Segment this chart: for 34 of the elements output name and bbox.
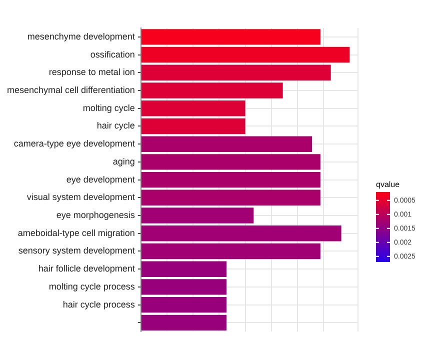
y-tick-label: response to metal ion [48, 67, 135, 78]
color-bar-title: qvalue [376, 180, 400, 190]
y-tick-label: visual system development [26, 192, 136, 202]
y-tick-label: ossification [90, 49, 135, 60]
bar [141, 64, 331, 81]
bar [141, 296, 226, 313]
y-tick-label: camera-type eye development [14, 138, 136, 149]
bar [141, 100, 246, 116]
y-tick-label: eye development [66, 174, 136, 184]
y-tick-label: ameboidal-type cell migration [18, 228, 135, 238]
bar [141, 226, 342, 242]
bar [141, 314, 226, 331]
bar [141, 279, 226, 295]
bar [141, 136, 312, 152]
bar [141, 172, 320, 188]
bar [141, 29, 320, 45]
bar [141, 190, 320, 206]
y-tick-label: molting cycle [82, 102, 135, 113]
y-tick-label: hair cycle process [62, 299, 136, 310]
bar [141, 82, 283, 98]
y-tick-label: aging [112, 156, 135, 166]
y-tick-label: hair follicle development [38, 264, 136, 274]
bar [141, 243, 320, 260]
y-tick-label: sensory system development [18, 246, 136, 256]
y-tick-label: molting cycle process [48, 281, 136, 292]
bar [141, 208, 254, 224]
y-tick-label: mesenchyme development [27, 31, 136, 42]
y-tick-label: mesenchymal cell differentiation [6, 84, 135, 95]
bar [141, 46, 350, 63]
y-tick-label: hair cycle [96, 120, 135, 131]
bar [141, 118, 246, 134]
bar [141, 154, 320, 170]
bar [141, 261, 226, 277]
y-tick-label: eye morphogenesis [56, 210, 136, 220]
